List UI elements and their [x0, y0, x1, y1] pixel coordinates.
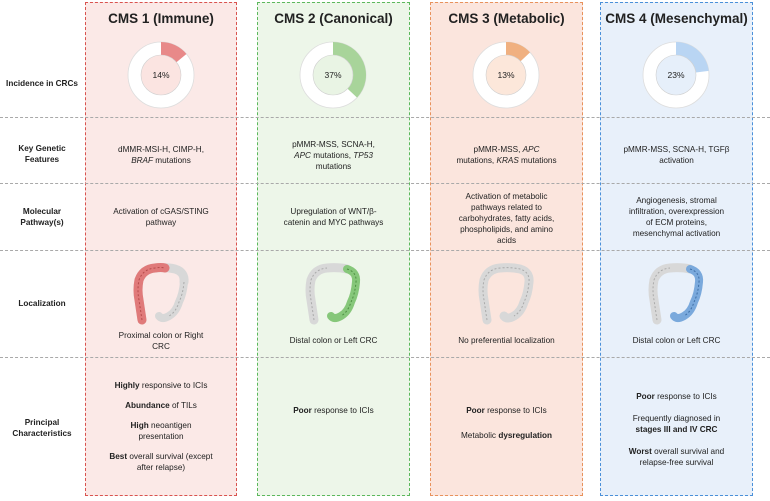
genetic-cms4: pMMR-MSS, SCNA-H, TGFβ activation	[623, 145, 730, 165]
row-separator	[0, 357, 770, 358]
genetic-cms1: dMMR-MSI-H, CIMP-H, BRAF mutations	[118, 145, 204, 165]
donut-label: 14%	[152, 70, 169, 80]
column-cms2: CMS 2 (Canonical)	[257, 2, 410, 496]
donut-segment	[333, 42, 366, 98]
row-separator	[0, 250, 770, 251]
pathway-cms4: Angiogenesis, stromal infiltration, over…	[628, 196, 725, 238]
donut-center	[485, 54, 527, 96]
donut-label: 37%	[324, 70, 341, 80]
pathway-cms2: Upregulation of WNT/β- catenin and MYC p…	[283, 207, 384, 227]
colon-illustration-cms1	[133, 263, 189, 325]
colon-illustration-cms3	[478, 263, 534, 325]
localization-cms3: No preferential localization	[458, 336, 555, 345]
localization-cms4: Distal colon or Left CRC	[632, 336, 721, 345]
incidence-donut-cms4: 23%	[642, 41, 710, 109]
colon-illustration-cms2	[305, 263, 361, 325]
characteristics-cms3: Poor response to ICIs Metabolic dysregul…	[460, 406, 552, 440]
incidence-donut-cms2: 37%	[299, 41, 367, 109]
localization-cms1: Proximal colon or Right CRC	[118, 331, 204, 351]
row-separator	[0, 183, 770, 184]
column-title: CMS 2 (Canonical)	[274, 11, 393, 26]
incidence-donut-cms3: 13%	[472, 41, 540, 109]
donut-center	[655, 54, 697, 96]
characteristics-cms4: Poor response to ICIs Frequently diagnos…	[628, 392, 725, 467]
genetic-cms2: pMMR-MSS, SCNA-H, APC mutations, TP53 mu…	[292, 140, 375, 171]
donut-label: 23%	[667, 70, 684, 80]
donut-segment	[506, 42, 531, 62]
row-label-characteristics: Principal Characteristics	[12, 418, 72, 438]
donut-segment	[676, 42, 709, 73]
row-label-localization: Localization	[18, 299, 66, 308]
localization-cms2: Distal colon or Left CRC	[289, 336, 378, 345]
row-label-incidence: Incidence in CRCs	[6, 79, 78, 88]
pathway-cms3: Activation of metabolic pathways related…	[458, 192, 555, 245]
row-label-pathway: Molecular Pathway(s)	[20, 207, 64, 227]
donut-segment	[161, 42, 187, 63]
characteristics-cms1: Highly responsive to ICIs Abundance of T…	[109, 381, 213, 472]
column-title: CMS 4 (Mesenchymal)	[605, 11, 748, 26]
row-separator	[0, 117, 770, 118]
row-label-genetic: Key Genetic Features	[18, 144, 66, 164]
genetic-cms3: pMMR-MSS, APC mutations, KRAS mutations	[456, 145, 557, 165]
column-title: CMS 1 (Immune)	[108, 11, 214, 26]
incidence-donut-cms1: 14%	[127, 41, 195, 109]
column-title: CMS 3 (Metabolic)	[448, 11, 565, 26]
colon-illustration-cms4	[648, 263, 704, 325]
donut-center	[140, 54, 182, 96]
donut-label: 13%	[497, 70, 514, 80]
donut-center	[312, 54, 354, 96]
pathway-cms1: Activation of cGAS/STING pathway	[113, 207, 209, 227]
characteristics-cms2: Poor response to ICIs	[293, 406, 374, 415]
